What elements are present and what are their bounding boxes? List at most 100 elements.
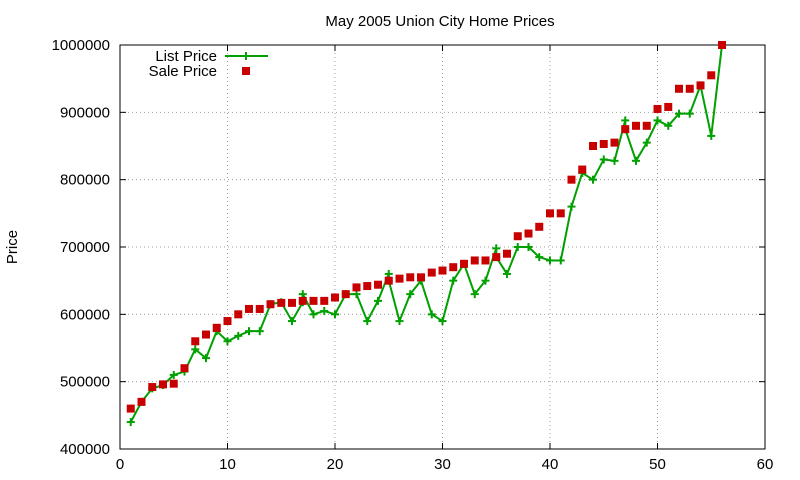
list-price-point xyxy=(126,418,135,427)
sale-price-point xyxy=(567,175,576,184)
list-price-point xyxy=(675,109,683,118)
list-price-point xyxy=(621,116,630,125)
list-price-point xyxy=(352,290,361,299)
list-price-point xyxy=(589,175,597,184)
sale-price-point xyxy=(234,310,243,319)
sale-price-point xyxy=(492,253,501,262)
legend-label-list-price: List Price xyxy=(155,48,217,65)
sale-price-point xyxy=(664,102,673,111)
y-tick-label: 1000000 xyxy=(52,37,110,54)
sale-price-point xyxy=(642,121,651,130)
sale-price-point xyxy=(653,104,662,113)
list-price-point xyxy=(653,116,662,125)
sale-price-point xyxy=(621,125,630,134)
y-tick-label: 500000 xyxy=(60,374,110,391)
series-layer xyxy=(126,41,726,427)
list-price-point xyxy=(642,138,651,147)
list-price-point xyxy=(707,131,716,140)
sale-price-point xyxy=(255,304,264,313)
sale-price-point xyxy=(320,296,329,305)
sale-price-point xyxy=(578,165,587,174)
list-price-point xyxy=(481,276,490,285)
list-price-point xyxy=(449,276,458,285)
sale-price-point xyxy=(589,142,597,150)
list-price-point xyxy=(384,269,393,278)
list-price-point xyxy=(331,310,339,319)
list-price-point xyxy=(685,109,694,118)
sale-price-point xyxy=(546,209,554,218)
list-price-point xyxy=(513,243,522,251)
sale-price-point xyxy=(298,296,307,305)
list-price-point xyxy=(556,256,565,265)
list-price-point xyxy=(470,290,479,299)
sale-price-point xyxy=(460,259,468,268)
sale-price-point xyxy=(685,84,694,93)
sale-price-point xyxy=(191,337,200,346)
list-price-point xyxy=(309,310,318,319)
list-price-point xyxy=(546,256,554,265)
sale-price-point xyxy=(384,276,393,285)
sale-price-point xyxy=(148,383,157,392)
chart-title: May 2005 Union City Home Prices xyxy=(325,13,554,30)
list-price-point xyxy=(288,317,296,326)
y-tick-label: 700000 xyxy=(60,239,110,256)
sale-price-point xyxy=(707,71,716,80)
sale-price-point xyxy=(223,317,232,326)
x-tick-label: 10 xyxy=(219,456,236,473)
list-price-point xyxy=(169,370,178,379)
sale-price-point xyxy=(288,298,296,307)
list-price-point xyxy=(438,317,447,326)
sale-price-point xyxy=(341,290,350,299)
sale-price-point xyxy=(169,379,178,388)
axis-ticks: 0 10 20 30 40 50 60 400000 500000 600000 700000 800… xyxy=(52,37,774,473)
sale-price-point xyxy=(599,139,608,148)
list-price-point xyxy=(255,327,264,336)
sale-price-point xyxy=(470,256,479,265)
list-price-point xyxy=(202,354,210,363)
sale-price-point xyxy=(438,266,447,275)
list-price-point xyxy=(664,121,673,130)
list-price-point xyxy=(610,156,619,165)
list-price-point xyxy=(234,331,243,340)
sale-price-point xyxy=(266,300,275,309)
sale-price-point xyxy=(277,298,286,307)
list-price-point xyxy=(503,269,511,278)
list-price-point xyxy=(363,317,372,326)
sale-price-point xyxy=(632,121,640,130)
list-price-point xyxy=(298,290,307,299)
list-price-point xyxy=(406,290,415,299)
sale-price-point xyxy=(675,84,683,93)
sale-price-point xyxy=(406,273,415,282)
x-tick-label: 50 xyxy=(649,456,666,473)
grid-lines xyxy=(120,45,765,449)
sale-price-point xyxy=(212,323,221,332)
sale-price-point xyxy=(535,222,544,231)
list-price-point xyxy=(567,202,576,211)
sale-price-point xyxy=(610,138,619,147)
list-price-point xyxy=(395,317,404,326)
sale-price-point xyxy=(427,268,436,277)
legend-label-sale-price: Sale Price xyxy=(149,63,217,80)
list-price-point xyxy=(223,337,232,346)
y-tick-label: 900000 xyxy=(60,104,110,121)
sale-price-point xyxy=(481,256,490,265)
list-price-point xyxy=(245,327,253,336)
sale-price-point xyxy=(363,282,372,291)
sale-price-point xyxy=(245,304,253,313)
list-price-point xyxy=(427,310,436,319)
sale-price-point xyxy=(524,229,533,238)
list-price-point xyxy=(632,156,640,165)
list-price-point xyxy=(599,155,608,164)
sale-price-point xyxy=(503,249,511,258)
y-tick-label: 800000 xyxy=(60,172,110,189)
sale-price-point xyxy=(696,81,705,90)
sale-price-point xyxy=(331,293,339,302)
list-price-line xyxy=(129,44,723,423)
sale-price-point xyxy=(126,404,135,413)
sale-price-point xyxy=(718,41,726,49)
x-tick-label: 40 xyxy=(542,456,559,473)
list-price-point xyxy=(320,306,329,315)
sale-price-point xyxy=(556,209,565,218)
